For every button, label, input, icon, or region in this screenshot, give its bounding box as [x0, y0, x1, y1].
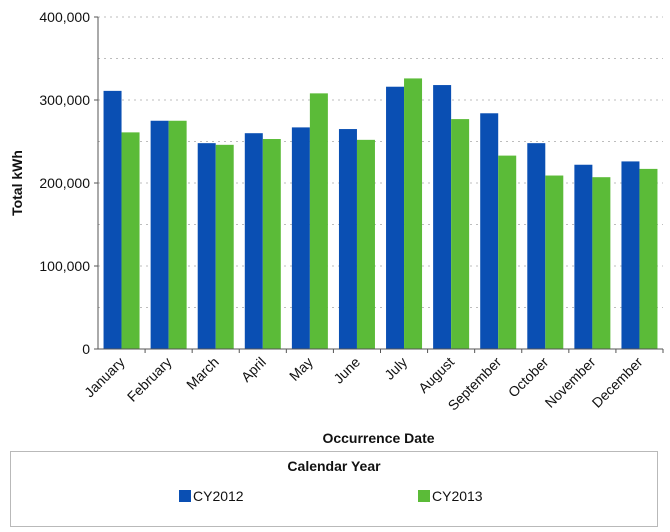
bar-cy2013-april [262, 139, 281, 349]
y-tick-label: 400,000 [39, 9, 90, 25]
x-tick-label: January [81, 354, 128, 401]
x-tick-label: April [238, 354, 269, 385]
bar-cy2013-july [404, 78, 423, 350]
legend-item-cy2013[interactable]: CY2013 [418, 488, 483, 504]
y-axis-title: Total kWh [9, 150, 25, 216]
y-tick-label: 100,000 [39, 258, 90, 274]
bar-cy2013-november [592, 177, 611, 349]
y-tick-label: 0 [82, 341, 90, 357]
bar-cy2013-may [309, 93, 328, 349]
x-tick-label: February [124, 354, 175, 405]
bar-cy2012-june [338, 129, 357, 349]
y-tick-label: 200,000 [39, 175, 90, 191]
bar-cy2013-august [451, 119, 470, 349]
bar-cy2012-november [574, 164, 593, 349]
bar-cy2013-february [168, 120, 187, 349]
legend-item-cy2012[interactable]: CY2012 [179, 488, 244, 504]
bar-cy2012-july [386, 86, 405, 349]
bar-cy2012-december [621, 161, 640, 349]
bar-cy2013-january [121, 132, 140, 349]
x-tick-label: May [286, 354, 316, 384]
bar-cy2013-december [639, 168, 658, 349]
x-tick-label: December [589, 354, 646, 411]
legend-label: CY2013 [432, 488, 483, 504]
x-tick-label: June [330, 354, 363, 387]
legend-swatch [179, 490, 191, 502]
bar-cy2013-september [498, 155, 517, 349]
bar-cy2012-october [527, 143, 546, 349]
bar-cy2012-april [244, 133, 263, 349]
legend-swatch [418, 490, 430, 502]
bar-cy2012-may [291, 127, 310, 349]
bar-chart: 0 100,000 200,000 300,000 400,000 JanuaryFebr… [9, 9, 664, 446]
bar-cy2012-september [480, 113, 499, 349]
x-tick-label: August [415, 354, 457, 396]
bar-cy2013-october [545, 175, 564, 349]
y-tick-label: 300,000 [39, 92, 90, 108]
legend-label: CY2012 [193, 488, 244, 504]
bar-cy2013-june [356, 139, 375, 349]
bar-cy2012-august [433, 85, 452, 349]
x-tick-label: October [505, 354, 552, 401]
bar-cy2012-february [150, 120, 169, 349]
bar-cy2012-january [103, 90, 122, 350]
bar-cy2013-march [215, 144, 234, 349]
bar-cy2012-march [197, 143, 216, 349]
x-axis-title: Occurrence Date [322, 430, 434, 446]
legend-title: Calendar Year [287, 458, 381, 474]
x-tick-label: March [183, 354, 222, 393]
legend: Calendar Year CY2012 CY2013 [10, 451, 658, 527]
x-tick-label: July [381, 354, 410, 383]
